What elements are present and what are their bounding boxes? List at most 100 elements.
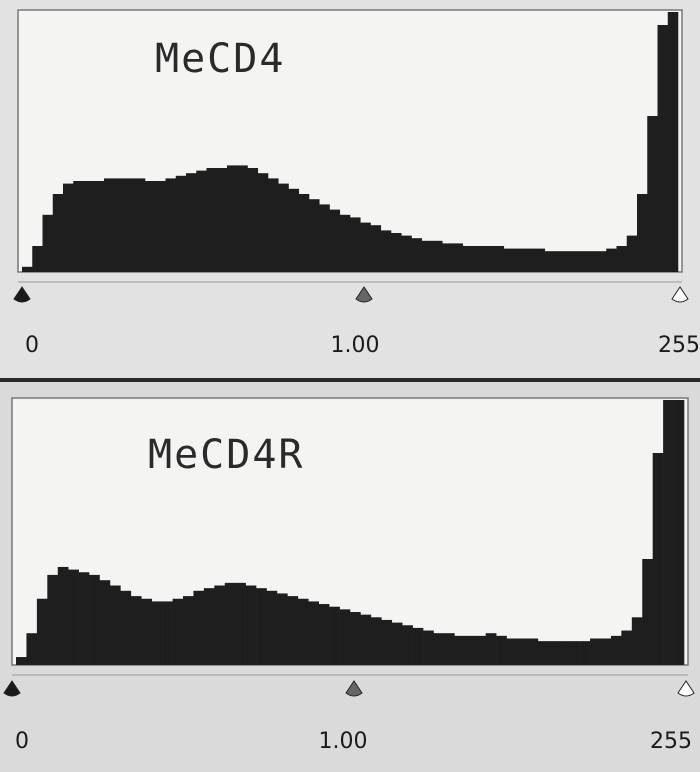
histogram-bin <box>350 217 361 272</box>
histogram-bin <box>287 596 299 665</box>
histogram-bin <box>350 612 361 665</box>
histogram-bin <box>360 614 372 665</box>
histogram-bin <box>52 194 64 272</box>
histogram-bin <box>517 638 528 665</box>
histogram-bin <box>309 199 320 272</box>
histogram-bin <box>496 635 507 665</box>
white-point-slider[interactable] <box>677 680 695 697</box>
histogram-bin <box>130 596 142 665</box>
histogram-bin <box>360 222 371 272</box>
histogram-bin <box>642 559 653 665</box>
histogram-bin <box>506 638 518 665</box>
histogram-bin <box>579 641 591 665</box>
histogram-bin <box>370 617 382 665</box>
histogram-bin <box>432 240 443 272</box>
histogram-bin <box>203 588 215 665</box>
histogram-bin <box>288 188 300 272</box>
black-point-slider[interactable] <box>3 680 21 697</box>
histogram-bin <box>42 214 54 272</box>
histogram-bin <box>575 251 587 272</box>
input-level-label: 1.00 <box>331 333 380 358</box>
histogram-bin <box>401 235 412 272</box>
histogram-bin <box>172 598 184 665</box>
histogram-bin <box>473 246 484 272</box>
histogram-bin <box>186 173 197 272</box>
input-level-label: 255 <box>658 333 700 358</box>
histogram-label: MeCD4 <box>155 36 285 82</box>
white-point-slider[interactable] <box>671 286 689 303</box>
histogram-bin <box>423 630 434 665</box>
histogram-bin <box>329 606 340 665</box>
histogram-bin <box>452 243 464 272</box>
histogram-bin <box>524 248 535 272</box>
histogram-bin <box>493 246 505 272</box>
histogram-bin <box>464 635 476 665</box>
histogram-label: MeCD4R <box>148 432 305 478</box>
histogram-bin <box>329 209 341 272</box>
histogram-bin <box>297 598 309 665</box>
histogram-bin <box>247 168 259 272</box>
histogram-bin <box>109 585 121 665</box>
histogram-bin <box>565 251 576 272</box>
histogram-bin <box>319 204 330 272</box>
histogram-bin <box>68 569 79 665</box>
histogram-bin <box>555 251 566 272</box>
histogram-bin <box>673 400 685 665</box>
histogram-bin <box>514 248 525 272</box>
histogram-bin <box>381 619 393 665</box>
histogram-bin <box>585 251 597 272</box>
histogram-bin <box>621 630 633 665</box>
histogram-bin <box>175 175 187 272</box>
histogram-bin <box>590 638 601 665</box>
histogram-bin <box>462 246 474 272</box>
gamma-slider[interactable] <box>355 286 373 303</box>
histogram-bin <box>237 165 248 272</box>
histogram-bin <box>503 248 515 272</box>
histogram-bin <box>268 178 279 272</box>
histogram-bin <box>165 178 177 272</box>
histogram-bin <box>610 635 622 665</box>
histogram-bin <box>527 638 539 665</box>
input-level-label: 0 <box>25 333 39 358</box>
histogram-bin <box>214 585 226 665</box>
histogram-bin <box>412 627 424 665</box>
histogram-bin <box>548 641 560 665</box>
histogram-bin <box>596 251 607 272</box>
histogram-bin <box>558 641 570 665</box>
histogram-bin <box>606 248 617 272</box>
histogram-bin <box>631 617 643 665</box>
histogram-bin <box>626 235 638 272</box>
histogram-bin <box>257 173 269 272</box>
gamma-slider[interactable] <box>345 680 363 697</box>
histogram-bin <box>370 225 382 272</box>
histogram-bin <box>32 246 43 272</box>
histogram-bin <box>73 181 84 272</box>
histogram-bin <box>134 178 146 272</box>
histogram-bin <box>83 181 95 272</box>
histogram-bin <box>442 243 453 272</box>
histogram-bin <box>647 116 658 272</box>
histogram-bin <box>600 638 612 665</box>
histogram-bin <box>278 183 289 272</box>
histogram-bin <box>151 601 163 665</box>
histogram-bin <box>657 25 669 272</box>
histogram-bin <box>256 588 267 665</box>
histogram-bin <box>339 609 351 665</box>
separator <box>0 378 700 382</box>
histogram-bin <box>637 194 648 272</box>
histogram-bin <box>421 240 433 272</box>
histogram-bin <box>380 230 392 272</box>
histogram-bin <box>245 585 257 665</box>
histogram-bin <box>162 601 173 665</box>
histogram-bin <box>104 178 115 272</box>
histogram-bin <box>22 266 33 272</box>
histogram-bin <box>537 641 549 665</box>
histogram-bin <box>145 181 156 272</box>
histogram-bin <box>544 251 556 272</box>
histogram-bin <box>78 572 90 665</box>
histogram-bin <box>266 590 278 665</box>
histogram-bin <box>63 183 74 272</box>
histogram-bin <box>36 598 48 665</box>
black-point-slider[interactable] <box>13 286 31 303</box>
